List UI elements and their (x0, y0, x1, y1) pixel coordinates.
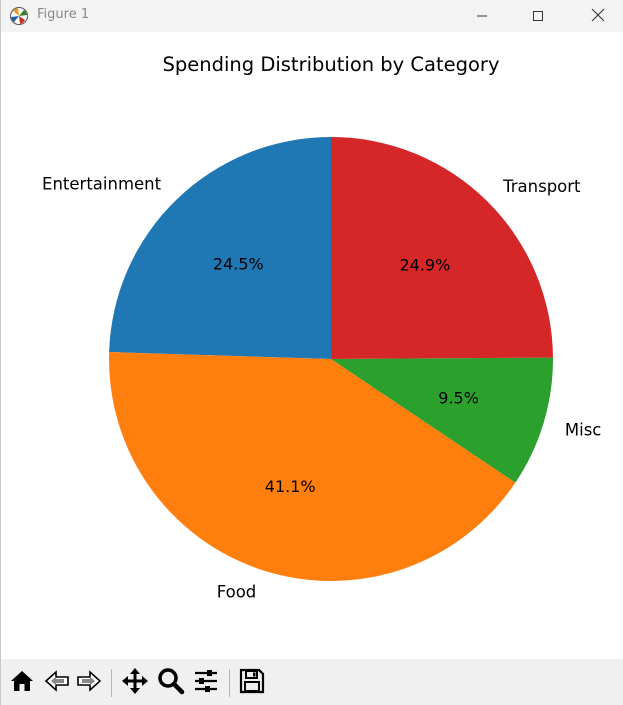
close-icon (591, 7, 605, 26)
forward-arrow-icon (76, 668, 102, 698)
save-button[interactable] (237, 668, 267, 698)
pie-pct-label: 24.9% (399, 256, 450, 275)
pie-slice-entertainment (109, 137, 331, 359)
title-bar[interactable]: Figure 1 (1, 0, 623, 32)
pie-category-label-food: Food (217, 583, 257, 602)
zoom-button[interactable] (156, 668, 186, 698)
minimize-button[interactable] (459, 0, 505, 32)
navigation-toolbar (1, 659, 623, 705)
pie-slice-food (109, 352, 516, 581)
pie-chart: Spending Distribution by Category 24.5% E… (42, 53, 602, 602)
close-button[interactable] (575, 0, 621, 32)
pie-category-label-misc: Misc (565, 420, 602, 439)
minimize-icon (476, 7, 488, 26)
toolbar-separator (229, 669, 230, 697)
pie-category-label-entertainment: Entertainment (42, 175, 162, 194)
pie-category-label-transport: Transport (502, 177, 581, 196)
pie-pct-label: 24.5% (213, 254, 264, 273)
pan-icon (121, 667, 149, 699)
zoom-icon (157, 667, 185, 699)
chart-title: Spending Distribution by Category (163, 53, 500, 76)
home-icon (9, 668, 35, 698)
back-button[interactable] (42, 668, 72, 698)
save-icon (239, 668, 265, 698)
pan-button[interactable] (120, 668, 150, 698)
forward-button[interactable] (74, 668, 104, 698)
home-button[interactable] (7, 668, 37, 698)
figure-canvas[interactable]: Spending Distribution by Category 24.5% E… (1, 32, 623, 659)
matplotlib-logo-icon (9, 6, 29, 26)
maximize-button[interactable] (515, 0, 561, 32)
toolbar-separator (111, 669, 112, 697)
pie-pct-label: 41.1% (265, 477, 316, 496)
configure-subplots-icon (193, 668, 219, 698)
maximize-icon (532, 7, 544, 26)
pie-slice-misc (331, 357, 554, 483)
back-arrow-icon (44, 668, 70, 698)
configure-subplots-button[interactable] (191, 668, 221, 698)
pie-pct-label: 9.5% (438, 388, 479, 407)
window-title: Figure 1 (37, 7, 90, 22)
pie-slice-transport (331, 137, 553, 359)
